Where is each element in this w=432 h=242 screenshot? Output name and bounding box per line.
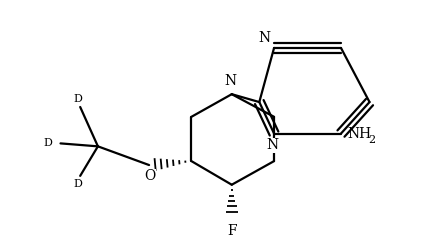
Text: N: N: [258, 31, 270, 45]
Text: 2: 2: [368, 136, 376, 145]
Text: F: F: [227, 224, 237, 238]
Text: NH: NH: [347, 127, 371, 141]
Text: D: D: [74, 179, 83, 189]
Text: N: N: [266, 138, 278, 152]
Text: N: N: [225, 74, 237, 88]
Text: O: O: [144, 169, 156, 183]
Text: D: D: [44, 138, 53, 148]
Text: D: D: [74, 94, 83, 104]
